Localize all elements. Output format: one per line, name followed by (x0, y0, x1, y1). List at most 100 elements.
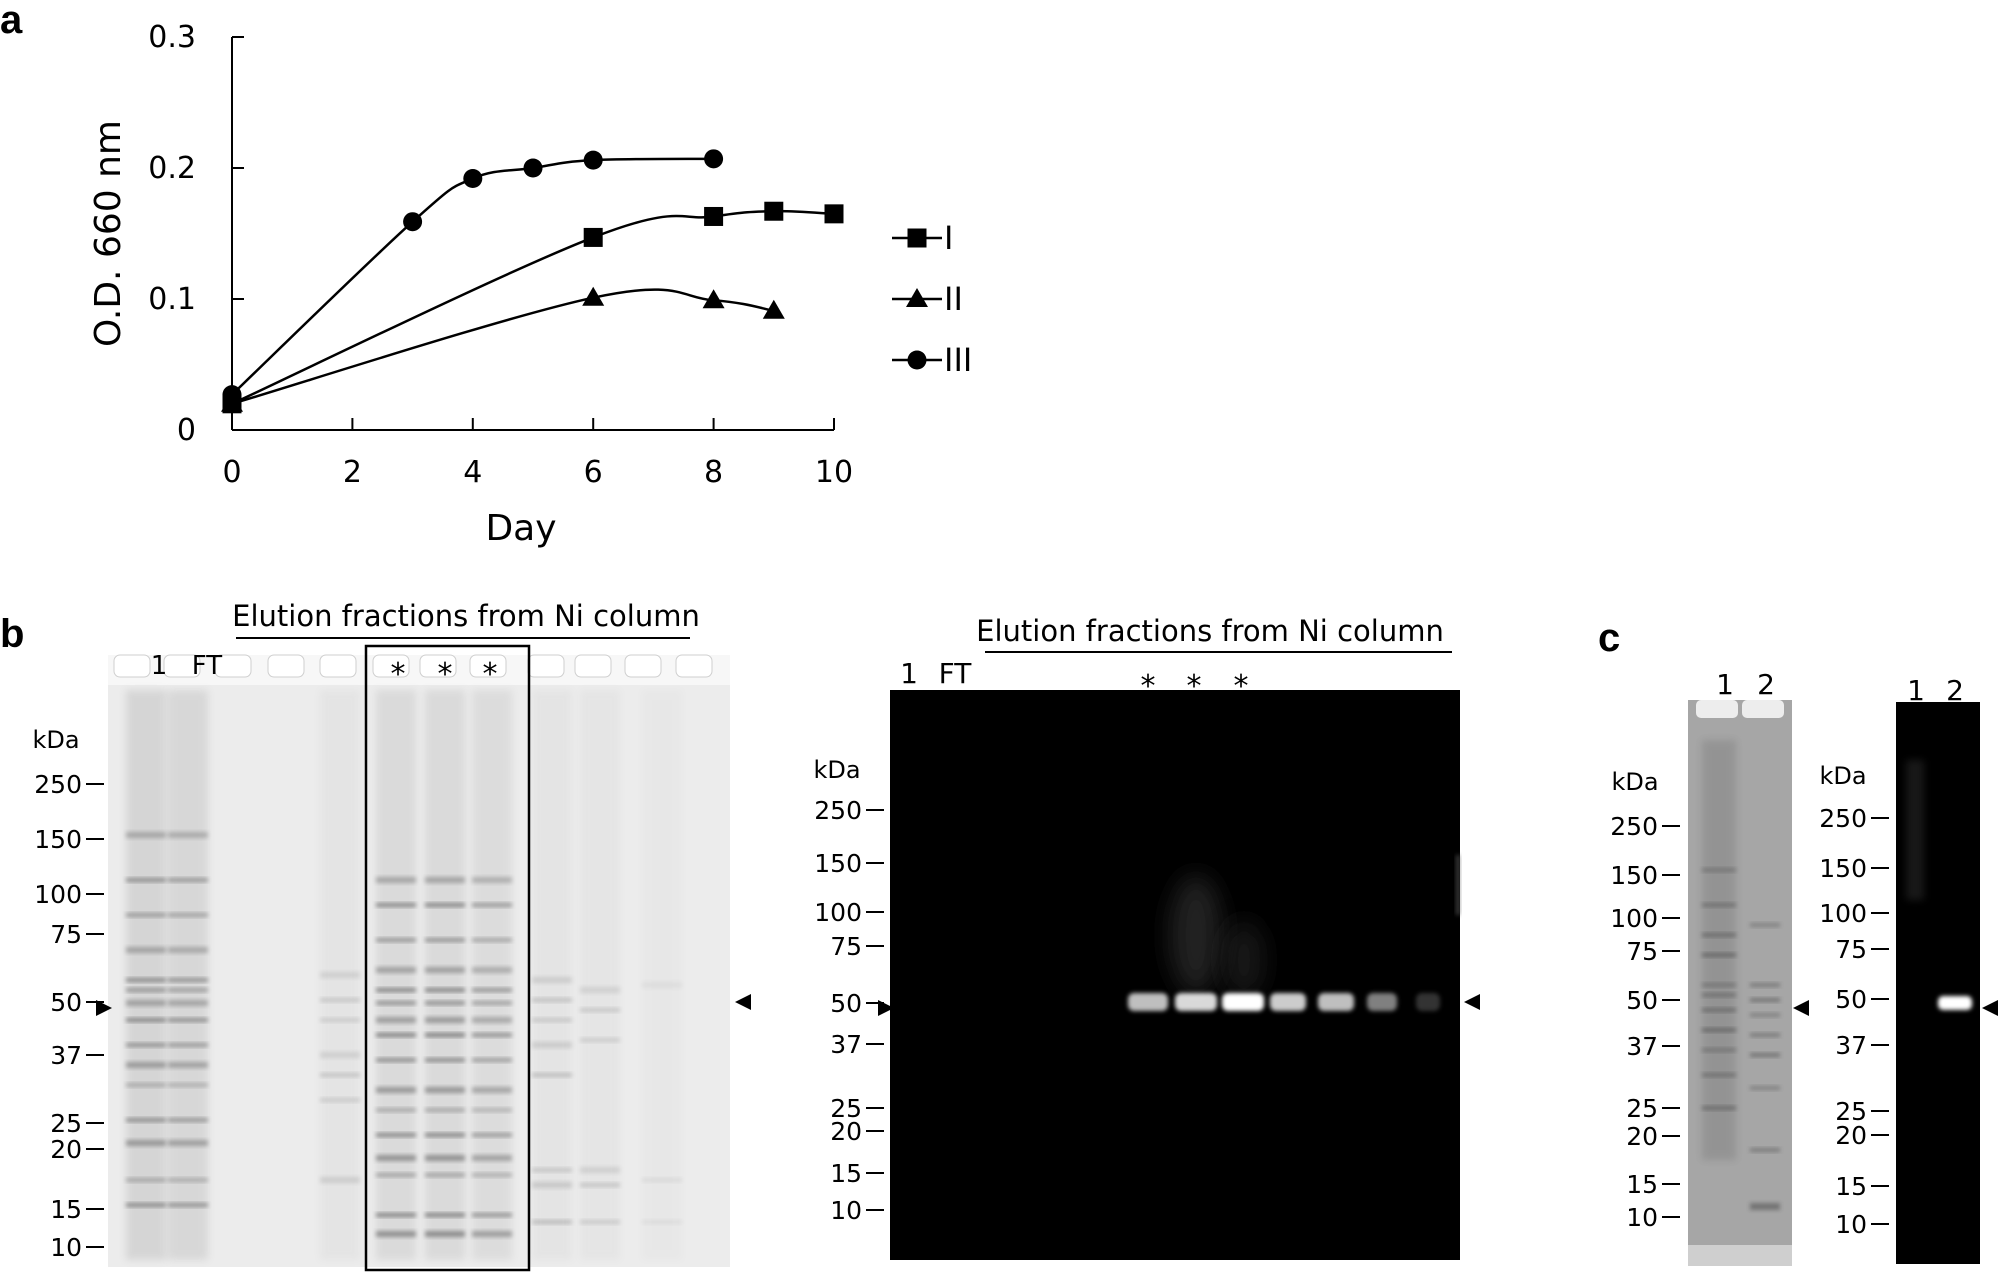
gel-lane (126, 690, 166, 1260)
gel-band (472, 1033, 512, 1037)
gel-band (472, 1001, 512, 1005)
blot-marker-label: 150 (814, 849, 862, 878)
gel-band (126, 978, 166, 982)
gel-c-arrowhead (1793, 1000, 1809, 1016)
gel-band (126, 832, 166, 838)
gel-band (1750, 1148, 1780, 1152)
data-point (222, 385, 242, 405)
gel-band (320, 1073, 360, 1077)
gel-band (1750, 1053, 1780, 1057)
gel-band (425, 1033, 465, 1037)
gel-band (532, 1042, 572, 1048)
gel-band (1702, 903, 1736, 907)
panel-c-letter: c (1598, 616, 1621, 660)
gel-band (1750, 1033, 1780, 1037)
blot-c-marker-label: 10 (1835, 1210, 1867, 1239)
blot-arrowhead-left (878, 1000, 894, 1016)
blot-marker-label: 37 (830, 1030, 862, 1059)
gel-band (168, 1203, 208, 1207)
gel-band (1750, 923, 1780, 927)
gel-marker-label: 20 (50, 1135, 82, 1164)
gel-marker-label: 250 (34, 770, 82, 799)
gel-band (1750, 1203, 1780, 1210)
legend-marker (906, 288, 928, 307)
gel-lane (425, 690, 465, 1260)
gel-band (580, 1038, 620, 1042)
blot-band (1416, 993, 1440, 1011)
gel-band (376, 903, 416, 907)
blot-fraction-mark: * (1141, 669, 1156, 704)
gel-well (469, 654, 507, 678)
gel-band (320, 998, 360, 1002)
gel-band (472, 1017, 512, 1023)
gel-well (527, 654, 565, 678)
legend-marker (907, 350, 927, 370)
lane-smear (580, 690, 620, 1260)
gel-band (1702, 1028, 1736, 1032)
gel-band (168, 947, 208, 953)
gel-band (376, 967, 416, 973)
panel-b-gel: Elution fractions from Ni column 1 FT * … (32, 599, 751, 1272)
gel-band (425, 877, 465, 883)
gel-band (168, 878, 208, 882)
gel-band (425, 1155, 465, 1161)
gel-band (425, 1133, 465, 1137)
gel-band (580, 1008, 620, 1012)
data-point (762, 299, 785, 319)
gel-band (126, 988, 166, 992)
gel-band (1702, 933, 1736, 937)
band-arrowhead-left (96, 1000, 112, 1016)
data-point (583, 150, 603, 170)
legend-label: I (944, 219, 953, 257)
gel-band (642, 1220, 682, 1224)
y-axis-label: O.D. 660 nm (88, 120, 129, 347)
blot-band (1367, 993, 1397, 1011)
gel-c-marker-label: 75 (1626, 937, 1658, 966)
gel-background (108, 655, 730, 1267)
gel-band (168, 1118, 208, 1122)
gel-band (126, 1062, 166, 1068)
blot-marker-label: 75 (830, 932, 862, 961)
gel-well (319, 654, 357, 678)
gel-lane (320, 690, 360, 1260)
gel-band (532, 1168, 572, 1172)
blot-marker-label: 100 (814, 898, 862, 927)
gel-c-marker-label: 15 (1626, 1170, 1658, 1199)
gel-c-marker-label: 250 (1610, 812, 1658, 841)
series-III (222, 149, 724, 405)
gel-lanes (126, 690, 682, 1260)
gel-lane (376, 690, 416, 1260)
data-point (523, 158, 543, 178)
gel-header: Elution fractions from Ni column 1 FT * … (151, 599, 700, 692)
gel-band (1702, 983, 1736, 987)
gel-marker-label: 37 (50, 1041, 82, 1070)
gel-well (163, 654, 201, 678)
gel-c-marker-label: 150 (1610, 861, 1658, 890)
blot-band (1318, 993, 1354, 1011)
series-II (221, 286, 785, 412)
gel-marker-label: 10 (50, 1233, 82, 1262)
blot-lane-label-1: 1 (900, 657, 918, 690)
gel-c-well (1742, 700, 1784, 718)
blot-c-bands (1906, 760, 1972, 1010)
gel-well (113, 654, 151, 678)
gel-band (376, 1213, 416, 1217)
gel-fraction-mark: * (391, 657, 406, 692)
data-point (704, 149, 724, 169)
gel-c-wells (1696, 700, 1784, 718)
gel-marker-label: 150 (34, 825, 82, 854)
legend-entry: II (892, 280, 963, 318)
gel-band (320, 1052, 360, 1058)
data-point (403, 212, 423, 232)
gel-band (376, 1155, 416, 1161)
gel-band (472, 903, 512, 907)
gel-band (580, 1220, 620, 1224)
gel-lane-label-1: 1 (151, 651, 168, 681)
blot-c-marker-label: 75 (1835, 935, 1867, 964)
gel-band (425, 938, 465, 942)
blot-smear (1224, 920, 1264, 1000)
fraction-box (364, 644, 531, 1272)
gel-band (425, 1173, 465, 1177)
